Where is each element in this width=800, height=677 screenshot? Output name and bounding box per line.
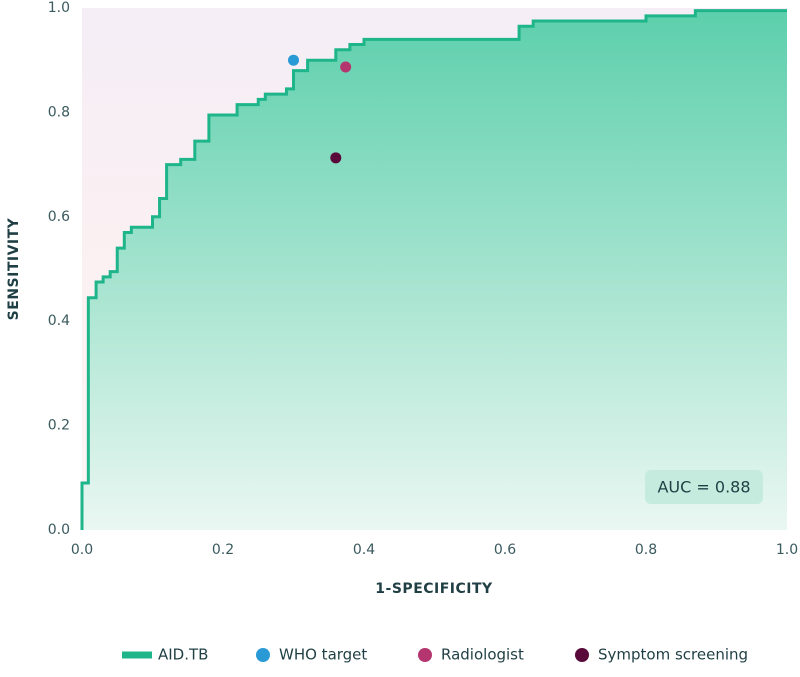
y-axis-title: SENSITIVITY [6,217,22,320]
x-axis-title: 1-SPECIFICITY [375,581,493,597]
x-tick-label: 0.8 [635,542,657,558]
y-tick-label: 0.0 [48,522,70,538]
x-tick-label: 0.0 [71,542,93,558]
x-tick-label: 0.4 [353,542,375,558]
legend-swatch [575,648,589,662]
y-tick-label: 1.0 [48,0,70,16]
point [340,61,352,73]
y-tick-label: 0.4 [48,313,70,329]
roc-line [80,9,787,530]
legend-label: Symptom screening [598,646,748,664]
y-tick-label: 0.6 [48,209,70,225]
point [288,54,299,66]
legend-label: Radiologist [441,646,524,664]
annotation-box [645,470,763,504]
y-tick-label: 0.2 [48,418,70,434]
legend-swatch [256,648,270,662]
point [330,152,342,164]
y-tick-label: 0.8 [48,104,70,120]
legend-label: WHO target [279,646,367,664]
legend-swatch [122,651,152,659]
area-fill [82,10,787,531]
x-tick-label: 0.6 [494,542,516,558]
legend-swatch [418,648,432,662]
x-tick-label: 0.2 [212,542,234,558]
annotation: AUC = 0.88 [657,478,750,497]
legend-label: AID.TB [158,646,208,664]
x-tick-label: 1.0 [776,542,798,558]
